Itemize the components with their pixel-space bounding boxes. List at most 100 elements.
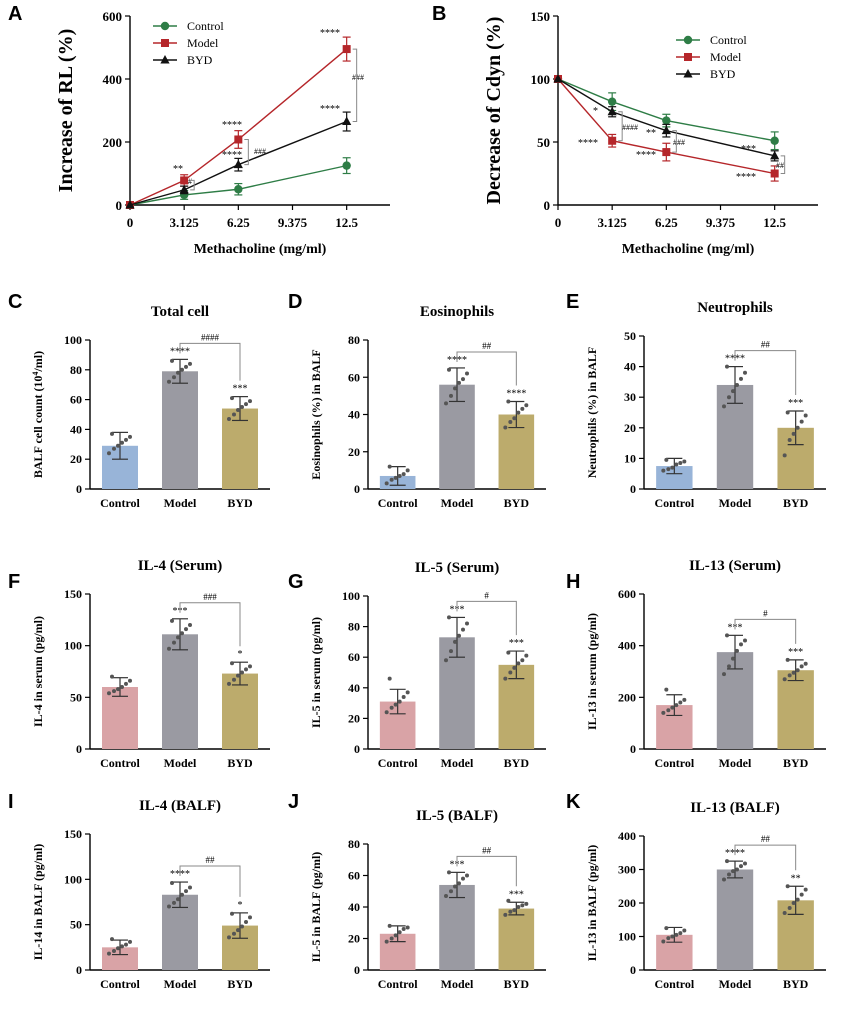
bar-group-control — [379, 923, 416, 970]
panel-i: 0 50 100 150 IL-4 (BALF) IL-14 in BALF (pg/ml… — [31, 798, 270, 991]
panel-label-e: E — [566, 291, 579, 313]
bar-byd — [498, 908, 535, 970]
y-tick-label: 20 — [70, 452, 82, 466]
y-tick-label: 30 — [624, 390, 636, 404]
scatter-point — [682, 928, 687, 933]
scatter-point — [116, 443, 120, 448]
scatter-point — [735, 648, 739, 653]
x-tick-label: Control — [654, 756, 694, 770]
significance-hash: ### — [203, 592, 217, 602]
scatter-point — [520, 406, 525, 411]
bar-control — [102, 947, 138, 970]
x-tick-label: Control — [100, 756, 140, 770]
x-tick-label: BYD — [783, 496, 809, 510]
x-tick-label: BYD — [504, 977, 530, 991]
scatter-point — [449, 889, 453, 894]
y-tick-label: 150 — [64, 587, 82, 601]
scatter-point — [227, 681, 231, 686]
legend-marker — [160, 55, 170, 64]
scatter-point — [170, 618, 174, 623]
scatter-point — [799, 419, 804, 424]
x-tick-label: BYD — [227, 977, 253, 991]
scatter-point — [405, 468, 410, 473]
scatter-point — [722, 672, 726, 677]
x-tick-label: Control — [378, 496, 418, 510]
x-tick-label: Control — [378, 977, 418, 991]
scatter-point — [787, 438, 792, 443]
significance-bracket — [179, 602, 241, 647]
bar-model — [439, 884, 475, 970]
scatter-point — [128, 939, 132, 944]
y-tick-label: 80 — [70, 363, 82, 377]
significance-mark: **** — [222, 150, 242, 161]
scatter-point — [384, 481, 389, 486]
x-axis-label: Methacholine (mg/ml) — [622, 242, 755, 257]
y-tick-label: 0 — [630, 963, 636, 977]
scatter-point — [393, 933, 398, 938]
y-tick-label: 150 — [64, 827, 82, 841]
scatter-point — [116, 946, 120, 951]
x-tick-label: BYD — [783, 756, 809, 770]
scatter-point — [393, 702, 398, 707]
chart-title: IL-5 (Serum) — [415, 560, 500, 576]
scatter-point — [799, 892, 804, 897]
legend: Control Model BYD — [153, 19, 224, 67]
scatter-point — [512, 908, 517, 913]
bar-control — [656, 466, 693, 489]
scatter-point — [803, 413, 808, 418]
y-tick-label: 10 — [624, 451, 636, 465]
scatter-point — [743, 370, 747, 375]
x-tick-label: BYD — [227, 756, 253, 770]
scatter-point — [244, 667, 248, 672]
y-tick-label: 50 — [624, 329, 636, 343]
scatter-point — [447, 615, 451, 620]
scatter-point — [176, 897, 180, 902]
scatter-point — [666, 936, 671, 941]
x-tick-label: BYD — [504, 496, 530, 510]
scatter-point — [384, 710, 389, 715]
scatter-point — [389, 705, 394, 710]
y-tick-label: 60 — [348, 869, 360, 883]
y-tick-label: 40 — [348, 900, 360, 914]
data-point — [342, 45, 351, 54]
scatter-point — [782, 911, 787, 916]
scatter-point — [170, 880, 174, 885]
y-axis-label: Neutrophils (%) in BALF — [585, 347, 599, 478]
scatter-point — [682, 459, 687, 464]
series-line-byd — [129, 120, 347, 206]
scatter-point — [795, 425, 800, 430]
y-tick-label: 20 — [348, 932, 360, 946]
x-tick-label: Control — [100, 496, 140, 510]
significance-bracket — [352, 48, 358, 123]
scatter-point — [184, 364, 188, 369]
y-axis-label: IL-5 in BALF (pg/ml) — [309, 852, 323, 963]
data-point — [770, 169, 779, 178]
scatter-point — [666, 708, 671, 713]
scatter-point — [722, 877, 726, 882]
scatter-point — [520, 903, 525, 908]
y-tick-label: 20 — [348, 445, 360, 459]
legend-label: Control — [187, 19, 224, 33]
scatter-point — [516, 905, 521, 909]
scatter-point — [176, 370, 180, 375]
significance-stars: *** — [788, 398, 803, 409]
scatter-point — [791, 901, 796, 905]
x-tick-label: BYD — [783, 977, 809, 991]
scatter-point — [172, 900, 176, 905]
y-tick-label: 150 — [531, 9, 551, 24]
scatter-point — [674, 462, 679, 467]
panel-label-h: H — [566, 571, 580, 593]
significance-mark: **** — [736, 172, 756, 183]
scatter-point — [739, 642, 743, 647]
scatter-point — [666, 467, 671, 472]
scatter-point — [785, 657, 790, 662]
x-tick-label: Control — [654, 977, 694, 991]
bar-group-model — [162, 358, 198, 489]
chart-title: IL-5 (BALF) — [416, 808, 498, 824]
scatter-point — [387, 676, 392, 681]
scatter-point — [506, 399, 511, 404]
scatter-point — [731, 389, 735, 394]
scatter-point — [112, 689, 116, 694]
scatter-point — [516, 410, 521, 415]
chart-title: Total cell — [151, 304, 209, 320]
